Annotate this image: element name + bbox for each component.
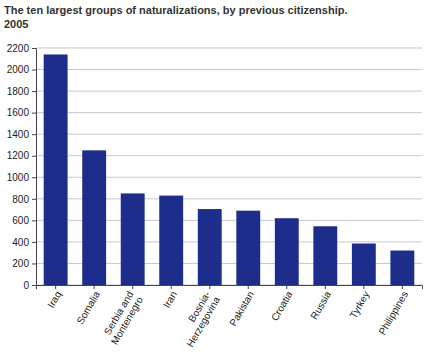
grid-line (36, 112, 422, 113)
x-tick-label: Bosnia-Herzegovina (175, 289, 222, 349)
y-tick-label: 1800 (7, 86, 30, 97)
x-tick-label: Philippines (376, 289, 410, 336)
x-tick-mark (209, 285, 210, 289)
bars (44, 54, 415, 285)
x-tick-label: Iraq (45, 289, 63, 309)
title: The ten largest groups of naturalization… (4, 4, 348, 16)
y-tick-mark (32, 220, 36, 221)
y-tick: 800 (12, 194, 36, 205)
x-tick-mark (94, 285, 95, 289)
y-tick-label: 2000 (7, 64, 30, 75)
bar (390, 251, 414, 285)
x-axis: Iraq SomaliaSerbia andMontenegro IranBosni… (37, 285, 423, 349)
x-tick-label: Serbia andMontenegro (99, 289, 145, 347)
y-tick-mark (32, 199, 36, 200)
x-tick: Iran (161, 285, 179, 310)
y-tick: 1800 (7, 86, 36, 97)
x-axis-line (37, 286, 423, 290)
x-tick: Bosnia-Herzegovina (175, 285, 222, 349)
x-tick: Tyrkey (347, 285, 371, 320)
grid-line (36, 48, 422, 49)
x-tick-label: Russia (308, 289, 333, 321)
x-tick-label: Pakistan (227, 289, 256, 328)
bar (121, 193, 145, 285)
y-tick-label: 600 (12, 215, 29, 226)
y-tick-label: 0 (23, 280, 29, 291)
subtitle: 2005 (4, 18, 28, 30)
x-tick-mark (363, 285, 364, 289)
bar (313, 226, 337, 285)
y-tick: 1600 (7, 107, 36, 118)
grid-line (36, 91, 422, 92)
x-tick-mark (248, 285, 249, 289)
chart: The ten largest groups of naturalization… (0, 0, 428, 352)
y-tick: 1000 (7, 172, 36, 183)
y-tick-mark (32, 242, 36, 243)
x-tick: Philippines (376, 285, 410, 337)
bar (198, 209, 222, 285)
bar (159, 196, 183, 285)
y-tick-label: 1400 (7, 129, 30, 140)
bar (236, 211, 260, 285)
y-tick-label: 1600 (7, 107, 30, 118)
y-tick-mark (32, 70, 36, 71)
bar (44, 54, 68, 285)
y-tick-label: 200 (12, 258, 29, 269)
y-tick-mark (32, 263, 36, 264)
grid (36, 48, 422, 285)
y-tick-label: 1200 (7, 150, 30, 161)
y-tick-mark (32, 113, 36, 114)
x-tick-mark (132, 285, 133, 289)
x-tick-label: Tyrkey (347, 289, 371, 320)
y-tick: 0 (23, 280, 36, 291)
y-axis: 0 200 400 600 800 1000 1200 1400 1600 1800 2000 220… (7, 43, 37, 291)
x-tick: Russia (308, 285, 333, 321)
y-tick-mark (32, 91, 36, 92)
y-tick-label: 400 (12, 237, 29, 248)
y-tick: 2200 (7, 43, 36, 54)
x-tick: Somalia (74, 285, 102, 326)
y-tick: 1400 (7, 129, 36, 140)
y-tick-mark (32, 48, 36, 49)
y-axis-line (32, 49, 37, 286)
x-tick: Pakistan (227, 285, 256, 328)
x-tick-mark (402, 285, 403, 289)
x-tick-label: Iran (161, 289, 179, 309)
grid-line (36, 134, 422, 135)
x-tick: Serbia andMontenegro (99, 285, 145, 346)
y-tick: 200 (12, 258, 36, 269)
bar (275, 218, 299, 285)
y-tick-label: 800 (12, 194, 29, 205)
y-tick-mark (32, 156, 36, 157)
x-tick-mark (171, 285, 172, 289)
y-tick: 400 (12, 237, 36, 248)
grid-line (36, 69, 422, 70)
y-tick-mark (32, 177, 36, 178)
x-tick: Iraq (45, 285, 63, 310)
plot: 0 200 400 600 800 1000 1200 1400 1600 1800 2000 220… (7, 43, 423, 349)
x-tick-label: Somalia (74, 289, 102, 326)
y-tick-label: 2200 (7, 43, 30, 54)
y-tick-mark (32, 134, 36, 135)
x-tick-mark (325, 285, 326, 289)
x-tick: Croatia (269, 285, 295, 323)
x-tick-label: Croatia (269, 289, 295, 323)
y-tick-label: 1000 (7, 172, 30, 183)
y-tick: 600 (12, 215, 36, 226)
x-tick-mark (286, 285, 287, 289)
bar (82, 150, 106, 285)
bar (352, 244, 376, 285)
x-tick-mark (55, 285, 56, 289)
y-tick: 1200 (7, 150, 36, 161)
y-tick: 2000 (7, 64, 36, 75)
y-tick-mark (32, 285, 36, 286)
